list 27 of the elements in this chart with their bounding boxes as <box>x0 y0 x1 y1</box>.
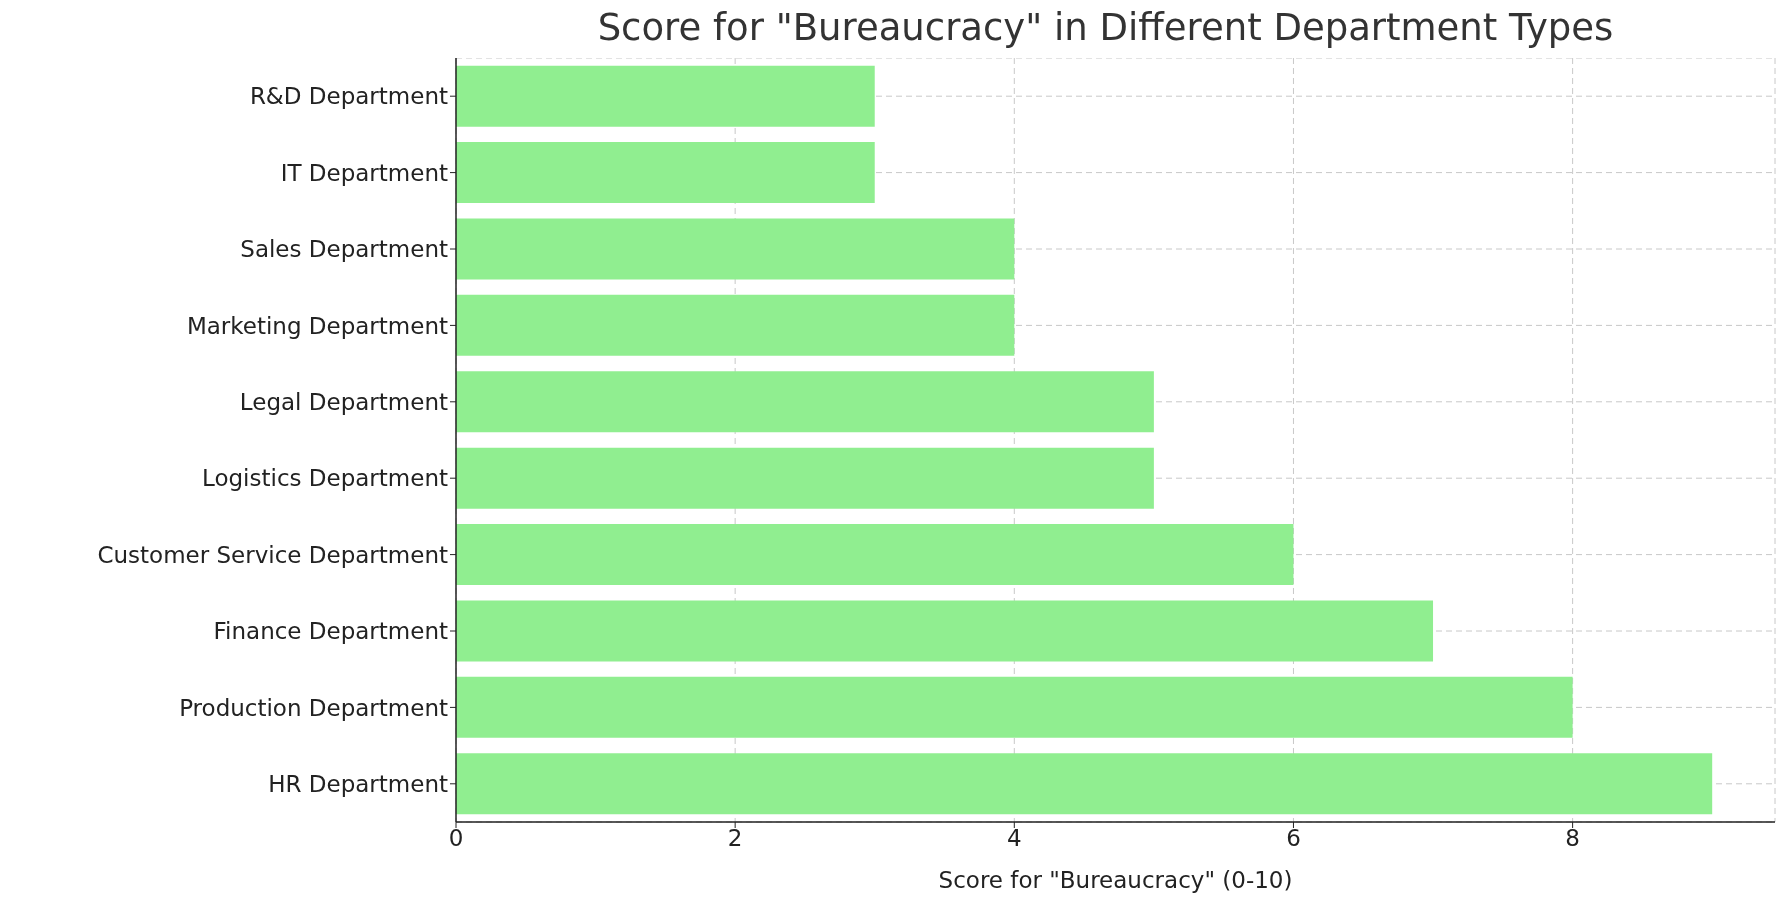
x-tick-label: 0 <box>448 825 464 852</box>
y-tick-label: R&D Department <box>249 83 448 110</box>
y-tick-label: Customer Service Department <box>97 541 448 568</box>
x-tick-label: 4 <box>1006 825 1022 852</box>
y-tick-label: Legal Department <box>239 388 448 415</box>
x-tick-label: 2 <box>727 825 743 852</box>
y-tick-label: Finance Department <box>213 618 448 645</box>
bar <box>456 676 1573 738</box>
y-tick-label: Marketing Department <box>186 312 448 339</box>
x-tick-label: 6 <box>1286 825 1301 852</box>
bar <box>456 218 1015 280</box>
y-tick-label: HR Department <box>268 770 448 797</box>
y-tick-label: Sales Department <box>240 236 448 263</box>
y-tick-label: Logistics Department <box>202 465 448 492</box>
bar <box>456 371 1154 433</box>
y-tick-label: IT Department <box>280 159 448 186</box>
bar <box>456 65 875 127</box>
bar <box>456 753 1713 815</box>
x-axis-title: Score for "Bureaucracy" (0-10) <box>938 867 1293 893</box>
bar <box>456 524 1294 586</box>
bar <box>456 142 875 204</box>
y-tick-label: Production Department <box>179 694 448 721</box>
bar <box>456 447 1154 509</box>
bar <box>456 600 1434 662</box>
bar <box>456 294 1015 356</box>
x-tick-label: 8 <box>1565 825 1580 852</box>
chart-title: Score for "Bureaucracy" in Different Department Types <box>596 6 1615 51</box>
